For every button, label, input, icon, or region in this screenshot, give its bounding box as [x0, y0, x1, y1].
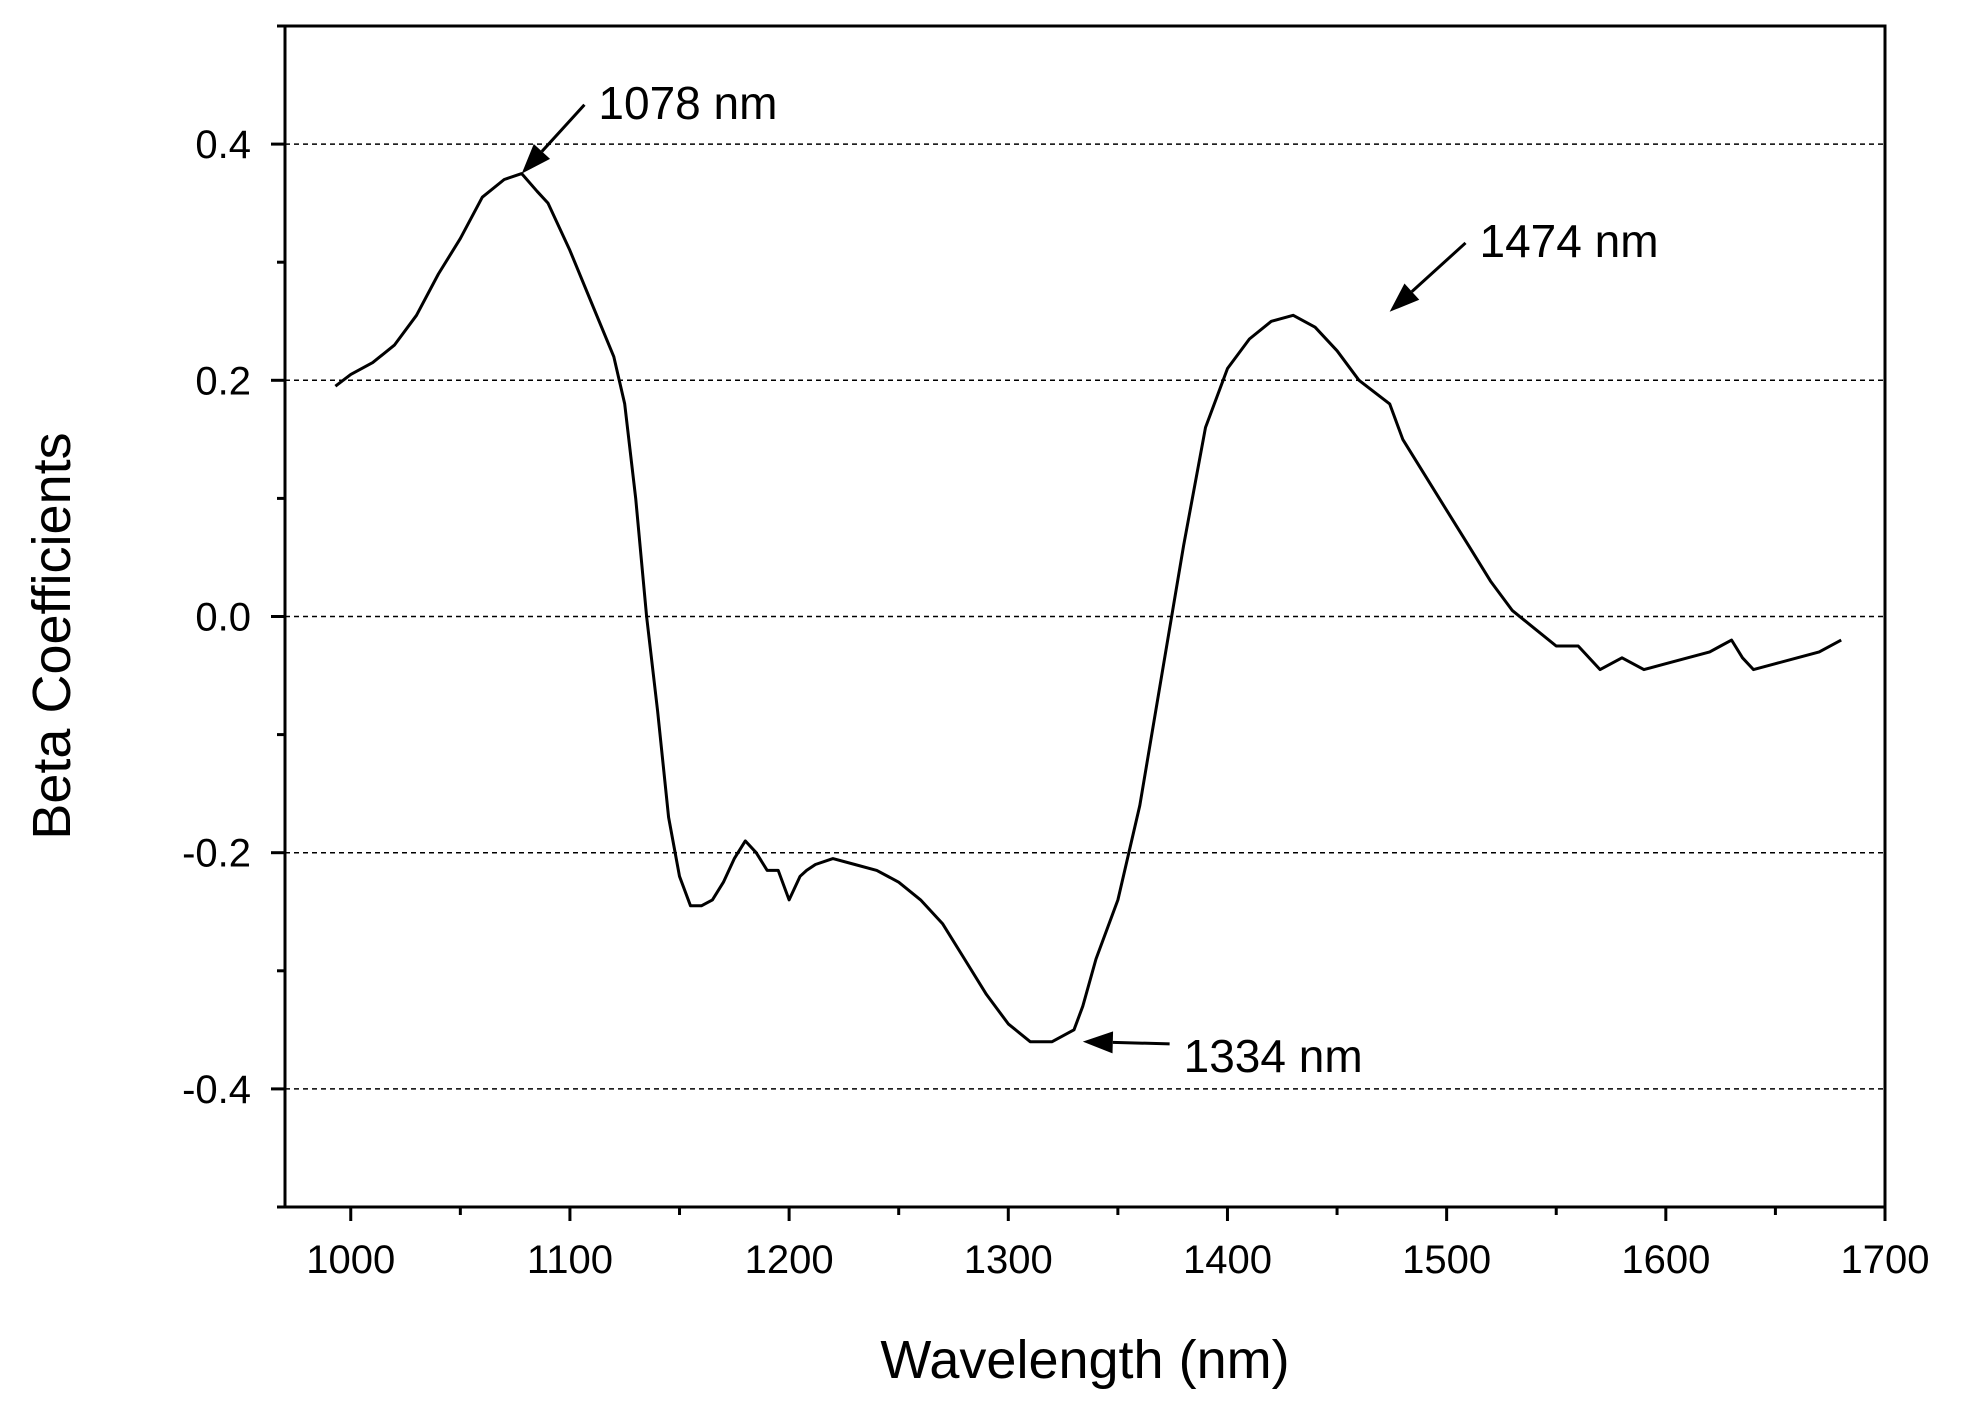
y-tick-label: 0.4: [195, 123, 251, 167]
x-tick-label: 1100: [527, 1238, 613, 1282]
annotation-arrow-head: [1082, 1031, 1114, 1054]
x-tick-label: 1200: [745, 1238, 834, 1282]
series-layer: [334, 172, 1842, 1044]
x-tick-label: 1700: [1841, 1238, 1930, 1282]
grid-layer: [285, 143, 1885, 1090]
y-tick-label: -0.2: [182, 832, 251, 876]
y-tick-label: 0.2: [195, 359, 251, 403]
y-tick-label: 0.0: [195, 596, 251, 640]
annotation-arrow-line: [1410, 241, 1467, 293]
series-line: [334, 172, 1842, 1044]
annotation-layer: 1078 nm 1474 nm 1334 nm: [521, 77, 1659, 1082]
y-axis-title: Beta Coefficients: [22, 432, 82, 839]
annotation-arrow-head: [521, 144, 551, 174]
x-tick-label: 1300: [964, 1238, 1053, 1282]
annotation-arrow-line: [540, 103, 586, 153]
x-tick-label: 1400: [1183, 1238, 1272, 1282]
x-tick-label: 1600: [1621, 1238, 1710, 1282]
annotation-label: 1334 nm: [1184, 1030, 1363, 1082]
x-tick-label: 1000: [306, 1238, 395, 1282]
x-axis-title: Wavelength (nm): [880, 1330, 1289, 1390]
annotation-label: 1474 nm: [1480, 215, 1659, 267]
annotation-arrow-line: [1112, 1040, 1170, 1046]
tick-layer: 1000 1100 1200 1300 1400 1500 1600 1700 0.4 0.2 0.…: [182, 24, 1930, 1282]
annotation-arrow-head: [1389, 283, 1420, 312]
y-tick-label: -0.4: [182, 1068, 251, 1112]
annotation-label: 1078 nm: [598, 77, 777, 129]
x-tick-label: 1500: [1402, 1238, 1491, 1282]
